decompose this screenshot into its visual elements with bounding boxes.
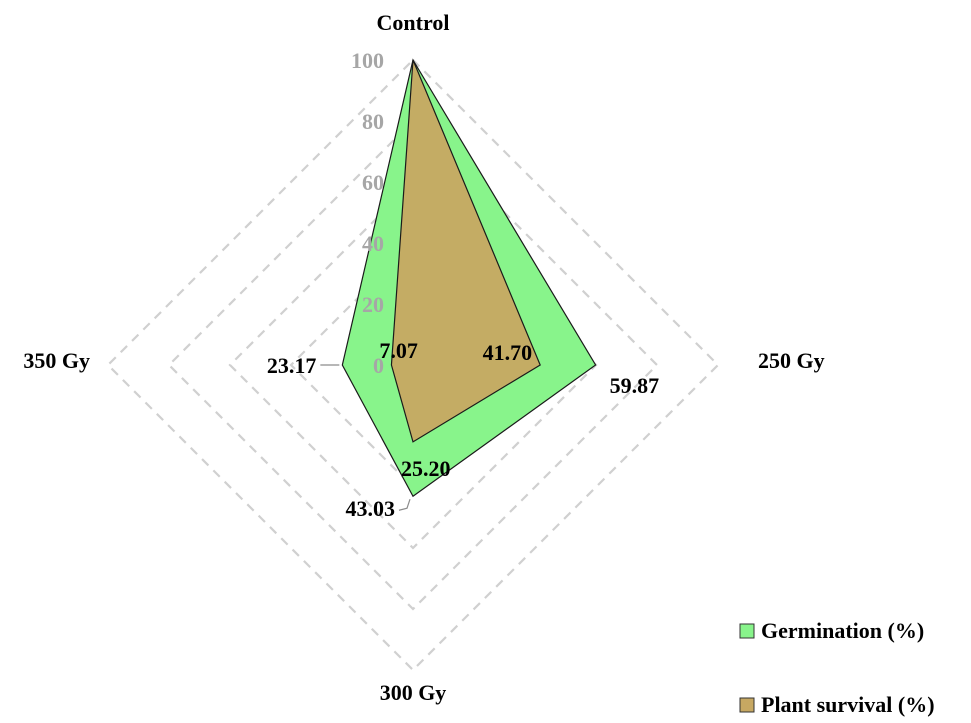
legend-swatch-germination <box>739 623 755 639</box>
tick-label-20: 20 <box>362 292 384 317</box>
data-label-plant-survival-1: 41.70 <box>483 340 533 365</box>
gridline-80 <box>167 119 659 611</box>
series-plant-survival-area <box>390 59 541 443</box>
data-label-plant-survival-2: 25.20 <box>401 456 451 481</box>
data-label-germination-3: 23.17 <box>267 353 317 378</box>
tick-label-0: 0 <box>373 353 384 378</box>
tick-label-40: 40 <box>362 231 384 256</box>
tick-label-60: 60 <box>362 170 384 195</box>
category-label-control: Control <box>377 10 450 35</box>
data-label-germination-1: 59.87 <box>610 373 660 398</box>
category-label-300-gy: 300 Gy <box>380 680 447 705</box>
data-label-plant-survival-3: 7.07 <box>379 338 418 363</box>
legend-swatch-plant-survival <box>739 697 755 713</box>
gridline-60 <box>228 180 598 550</box>
legend-label-germination: Germination (%) <box>761 618 924 643</box>
leader-line-germination-300gy <box>398 499 411 511</box>
tick-label-100: 100 <box>351 48 384 73</box>
tick-label-80: 80 <box>362 109 384 134</box>
data-label-germination-2: 43.03 <box>346 496 396 521</box>
legend-label-plant-survival: Plant survival (%) <box>761 692 935 717</box>
category-label-250-gy: 250 Gy <box>758 348 825 373</box>
category-label-350-gy: 350 Gy <box>23 348 90 373</box>
